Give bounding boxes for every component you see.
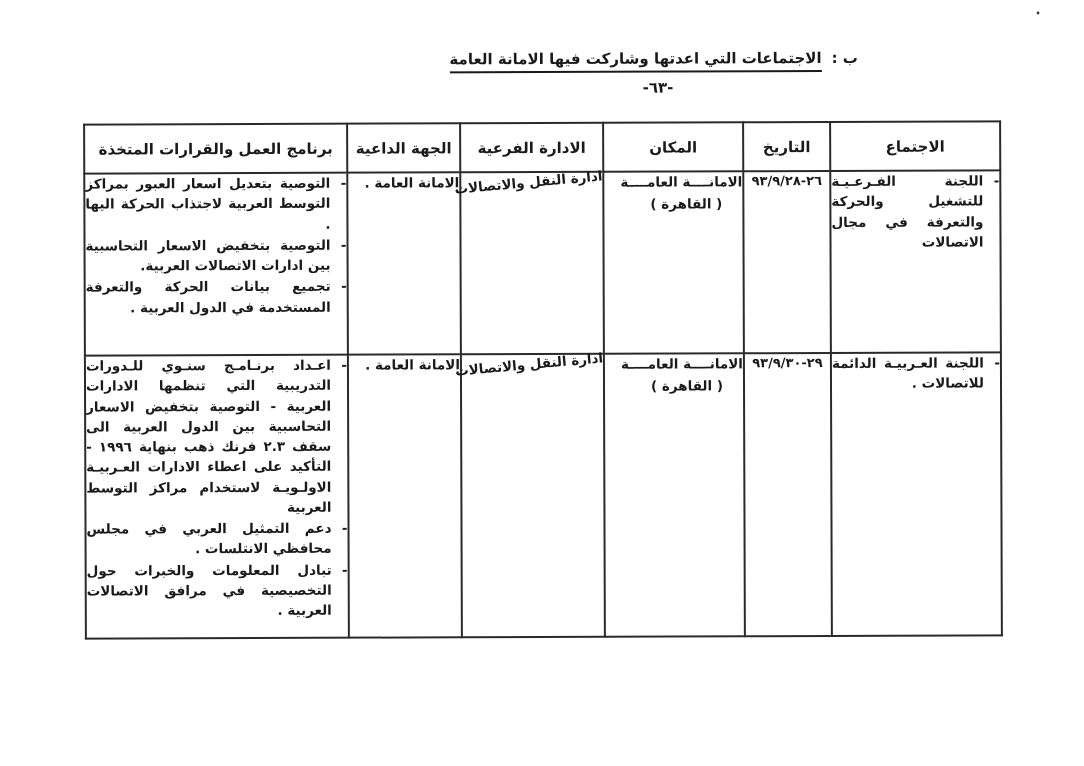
table-row: - اللجنة الفـرعـيـة للتشغيل والحركة والت…: [84, 168, 1001, 356]
col-header-meeting: الاجتماع: [830, 121, 1001, 171]
program-item-text: تجميع بيانات الحركة والتعرفة المستخدمة ف…: [85, 278, 331, 316]
col-header-sub-administration: الادارة الفرعية: [460, 122, 604, 173]
place-line2: ( القاهرة ): [651, 378, 724, 395]
program-item: - اعـداد برنـامـج سنـوي للـدورات التدريب…: [86, 356, 348, 519]
program-item: - تجميع بيانات الحركة والتعرفة المستخدمة…: [86, 277, 347, 318]
table-header-row: الاجتماع التاريخ المكان الادارة الفرعية …: [84, 121, 1001, 174]
cell-inviting-entity: الامانة العامة .: [347, 354, 462, 638]
place-line2: ( القاهرة ): [650, 196, 723, 213]
program-item-text: التوصية بتعديل اسعار العبور بمراكز التوس…: [85, 175, 331, 233]
cell-sub-administration: ادارة النقل والاتصالات: [453, 168, 604, 355]
col-header-work-program: برنامج العمل والقرارات المتخذة: [84, 123, 348, 174]
meeting-date: ٩٣/٩/٣٠-٢٩: [752, 356, 823, 372]
place-line1: الامانــــة العامــــة: [620, 356, 743, 373]
table-row: - اللجنة العـربيـة الدائمة للاتصالات . ٩…: [84, 350, 1002, 639]
program-item-text: التوصية بتخفيض الاسعار التحاسبية بين ادا…: [85, 237, 331, 275]
program-item: - التوصية بتعديل اسعار العبور بمراكز الت…: [85, 174, 346, 236]
section-label: ب :: [831, 48, 858, 67]
place-line1: الامانــــة العامــــة: [620, 174, 743, 191]
sub-administration: ادارة النقل والاتصالات: [453, 168, 603, 198]
dash-marker: -: [340, 175, 347, 192]
program-item: - دعم التمثيل العربي في مجلس محافظي الان…: [86, 519, 347, 560]
dash-marker: -: [994, 355, 1000, 372]
inviting-entity: الامانة العامة .: [364, 175, 460, 192]
cell-meeting: - اللجنة العـربيـة الدائمة للاتصالات .: [830, 352, 1002, 636]
dash-marker: -: [341, 520, 348, 537]
cell-date: ٩٣/٩/٢٨-٢٦: [743, 170, 831, 354]
meeting-entry: - اللجنة العـربيـة الدائمة للاتصالات .: [832, 353, 1000, 394]
title-line: ب : الاجتماعات التي اعدتها وشاركت فيها ال…: [449, 48, 858, 74]
cell-place: الامانــــة العامــــة ( القاهرة ): [603, 353, 745, 637]
cell-work-program: - التوصية بتعديل اسعار العبور بمراكز الت…: [84, 172, 348, 356]
dash-marker: -: [993, 173, 1000, 190]
program-item-text: اعـداد برنـامـج سنـوي للـدورات التدريبية…: [85, 357, 332, 516]
col-header-date: التاريخ: [743, 121, 831, 172]
inviting-entity: الامانة العامة .: [365, 357, 460, 374]
dash-marker: -: [342, 562, 348, 579]
program-item: - تبادل المعلومات والخبرات حول التخصيصية…: [87, 560, 348, 622]
dash-marker: -: [341, 357, 347, 374]
program-item-text: تبادل المعلومات والخبرات حول التخصيصية ف…: [86, 562, 332, 619]
col-header-inviting-entity: الجهة الداعية: [347, 123, 461, 173]
cell-sub-administration: ادارة النقل والاتصالات: [454, 350, 605, 638]
meeting-name: اللجنة الفـرعـيـة للتشغيل والحركة والتعر…: [831, 173, 984, 251]
cell-date: ٩٣/٩/٣٠-٢٩: [743, 352, 832, 637]
dash-marker: -: [341, 278, 347, 295]
meetings-table: الاجتماع التاريخ المكان الادارة الفرعية …: [83, 120, 1003, 639]
sub-administration: ادارة النقل والاتصالات: [454, 350, 604, 380]
page-header: ب : الاجتماعات التي اعدتها وشاركت فيها ال…: [449, 48, 858, 97]
page-title: الاجتماعات التي اعدتها وشاركت فيها الاما…: [449, 49, 822, 74]
cell-inviting-entity: الامانة العامة .: [347, 172, 461, 355]
dash-marker: -: [340, 237, 347, 254]
cell-place: الامانــــة العامــــة ( القاهرة ): [603, 171, 744, 354]
meeting-date: ٩٣/٩/٢٨-٢٦: [751, 174, 823, 190]
meeting-entry: - اللجنة الفـرعـيـة للتشغيل والحركة والت…: [831, 171, 999, 253]
meeting-name: اللجنة العـربيـة الدائمة للاتصالات .: [831, 355, 985, 392]
program-item-text: دعم التمثيل العربي في مجلس محافظي الانتل…: [86, 520, 332, 558]
col-header-place: المكان: [603, 122, 744, 172]
cell-meeting: - اللجنة الفـرعـيـة للتشغيل والحركة والت…: [830, 170, 1001, 353]
cell-work-program: - اعـداد برنـامـج سنـوي للـدورات التدريب…: [84, 354, 349, 639]
page-number: -٦٣-: [642, 78, 674, 97]
corner-mark: .: [1035, 2, 1041, 19]
program-item: - التوصية بتخفيض الاسعار التحاسبية بين ا…: [85, 235, 346, 276]
